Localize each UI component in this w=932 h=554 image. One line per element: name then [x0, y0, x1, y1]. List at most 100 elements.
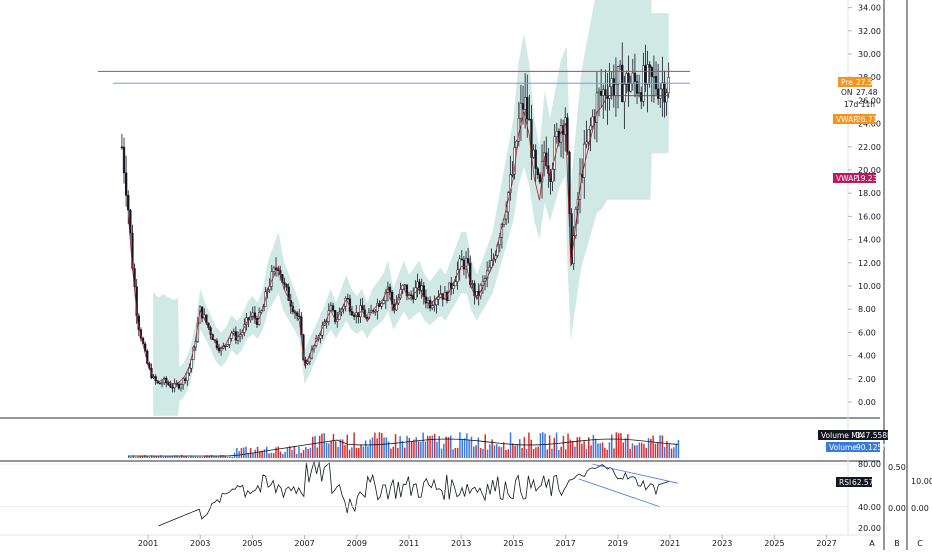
- right-pane-tick: 0.00: [888, 504, 906, 513]
- volume-ma-line: [128, 438, 679, 457]
- volume-bar: [433, 434, 436, 458]
- time-tick-label: 2019: [608, 539, 628, 548]
- volume-bar: [673, 447, 675, 458]
- volume-bar: [461, 438, 463, 458]
- candle-body: [640, 92, 643, 102]
- candle-body: [407, 294, 411, 297]
- candle-body: [629, 83, 632, 92]
- volume-bar: [502, 442, 505, 458]
- price-tick-label: 24.00: [858, 120, 881, 129]
- volume-bar: [443, 443, 445, 458]
- volume-bar: [176, 455, 178, 458]
- volume-bar: [410, 441, 413, 458]
- candle-body: [177, 383, 181, 389]
- candle-body: [184, 378, 187, 381]
- volume-bar: [548, 435, 551, 458]
- candle-body: [433, 304, 436, 306]
- volume-bar: [240, 448, 243, 458]
- candle-body: [226, 344, 229, 347]
- volume-bar: [583, 441, 585, 458]
- candle-body: [616, 66, 620, 85]
- tag-vwap2-value: 19.23: [856, 174, 878, 183]
- volume-bar: [670, 448, 673, 458]
- volume-bar: [450, 435, 452, 458]
- volume-bar: [160, 455, 162, 458]
- candle-body: [583, 143, 586, 178]
- volume-bar: [367, 446, 369, 458]
- volume-bar: [132, 455, 135, 458]
- volume-bar: [300, 452, 302, 458]
- volume-bar: [270, 452, 273, 458]
- volume-bar: [201, 456, 204, 458]
- volume-bar: [498, 446, 500, 458]
- volume-bar: [539, 433, 542, 458]
- volume-bar: [634, 445, 636, 458]
- candle-body: [532, 149, 535, 158]
- volume-bar: [553, 438, 555, 458]
- volume-bar: [392, 446, 394, 458]
- candle-body: [388, 286, 392, 293]
- volume-bar: [153, 456, 155, 458]
- candle-body: [646, 64, 649, 85]
- volume-bar: [206, 455, 208, 458]
- time-tick-label: 2005: [242, 539, 262, 548]
- candle-body: [661, 82, 664, 90]
- volume-bar: [385, 437, 388, 458]
- volume-bar: [565, 449, 567, 458]
- volume-bar: [224, 455, 227, 458]
- volume-bar: [647, 438, 650, 458]
- candle-body: [650, 67, 653, 77]
- volume-bar: [546, 449, 549, 458]
- candle-body: [618, 64, 622, 67]
- candle-body: [648, 64, 651, 68]
- volume-bar: [151, 455, 153, 458]
- right-pane-label: B: [894, 539, 900, 548]
- volume-bar: [486, 449, 489, 458]
- volume-bar: [208, 455, 210, 458]
- candle-body: [631, 72, 634, 84]
- volume-bar: [544, 433, 546, 458]
- time-axis: 2001 2003 2005 2007 2009 2011 2013 2015 2017 2019…: [138, 535, 837, 548]
- volume-bar: [309, 447, 312, 458]
- time-tick-label: 2025: [764, 539, 784, 548]
- volume-bar: [371, 437, 374, 458]
- volume-bar: [631, 443, 634, 458]
- tag-rsi: RSI 62.57: [836, 477, 874, 487]
- volume-bar: [640, 442, 643, 458]
- volume-bar: [144, 455, 146, 458]
- candle-body: [228, 338, 231, 345]
- volume-bar: [381, 432, 383, 458]
- candle-body: [488, 266, 491, 272]
- volume-bar: [139, 455, 141, 458]
- candle-body: [283, 282, 286, 285]
- volume-bar: [358, 447, 360, 458]
- candle-body: [536, 168, 539, 176]
- volume-bar: [654, 443, 657, 458]
- volume-bar: [215, 455, 217, 458]
- candle-body: [587, 129, 590, 143]
- tag-volume: Volume 90.125M: [826, 442, 889, 452]
- candle-body: [169, 384, 172, 388]
- volume-bar: [337, 446, 339, 458]
- candle-body: [490, 260, 493, 268]
- volume-bar: [378, 432, 381, 458]
- volume-bar: [335, 441, 337, 458]
- right-pane-label: C: [917, 539, 923, 548]
- volume-bar: [643, 444, 645, 458]
- candle-body: [173, 383, 176, 389]
- volume-bar: [666, 441, 668, 458]
- candle-body: [570, 213, 573, 264]
- candle-body: [466, 258, 470, 264]
- tag-volume-ma-value: 147.558M: [856, 431, 894, 440]
- price-tick-label: 20.00: [858, 166, 881, 175]
- volume-bar: [438, 436, 440, 458]
- volume-bar: [436, 441, 438, 458]
- main-pane[interactable]: [0, 0, 848, 418]
- tag-volume-ma-label: Volume MA: [821, 431, 864, 440]
- candle-body: [538, 174, 542, 183]
- volume-bar: [590, 445, 592, 458]
- volume-bar: [341, 439, 344, 458]
- volume-bar: [675, 443, 677, 458]
